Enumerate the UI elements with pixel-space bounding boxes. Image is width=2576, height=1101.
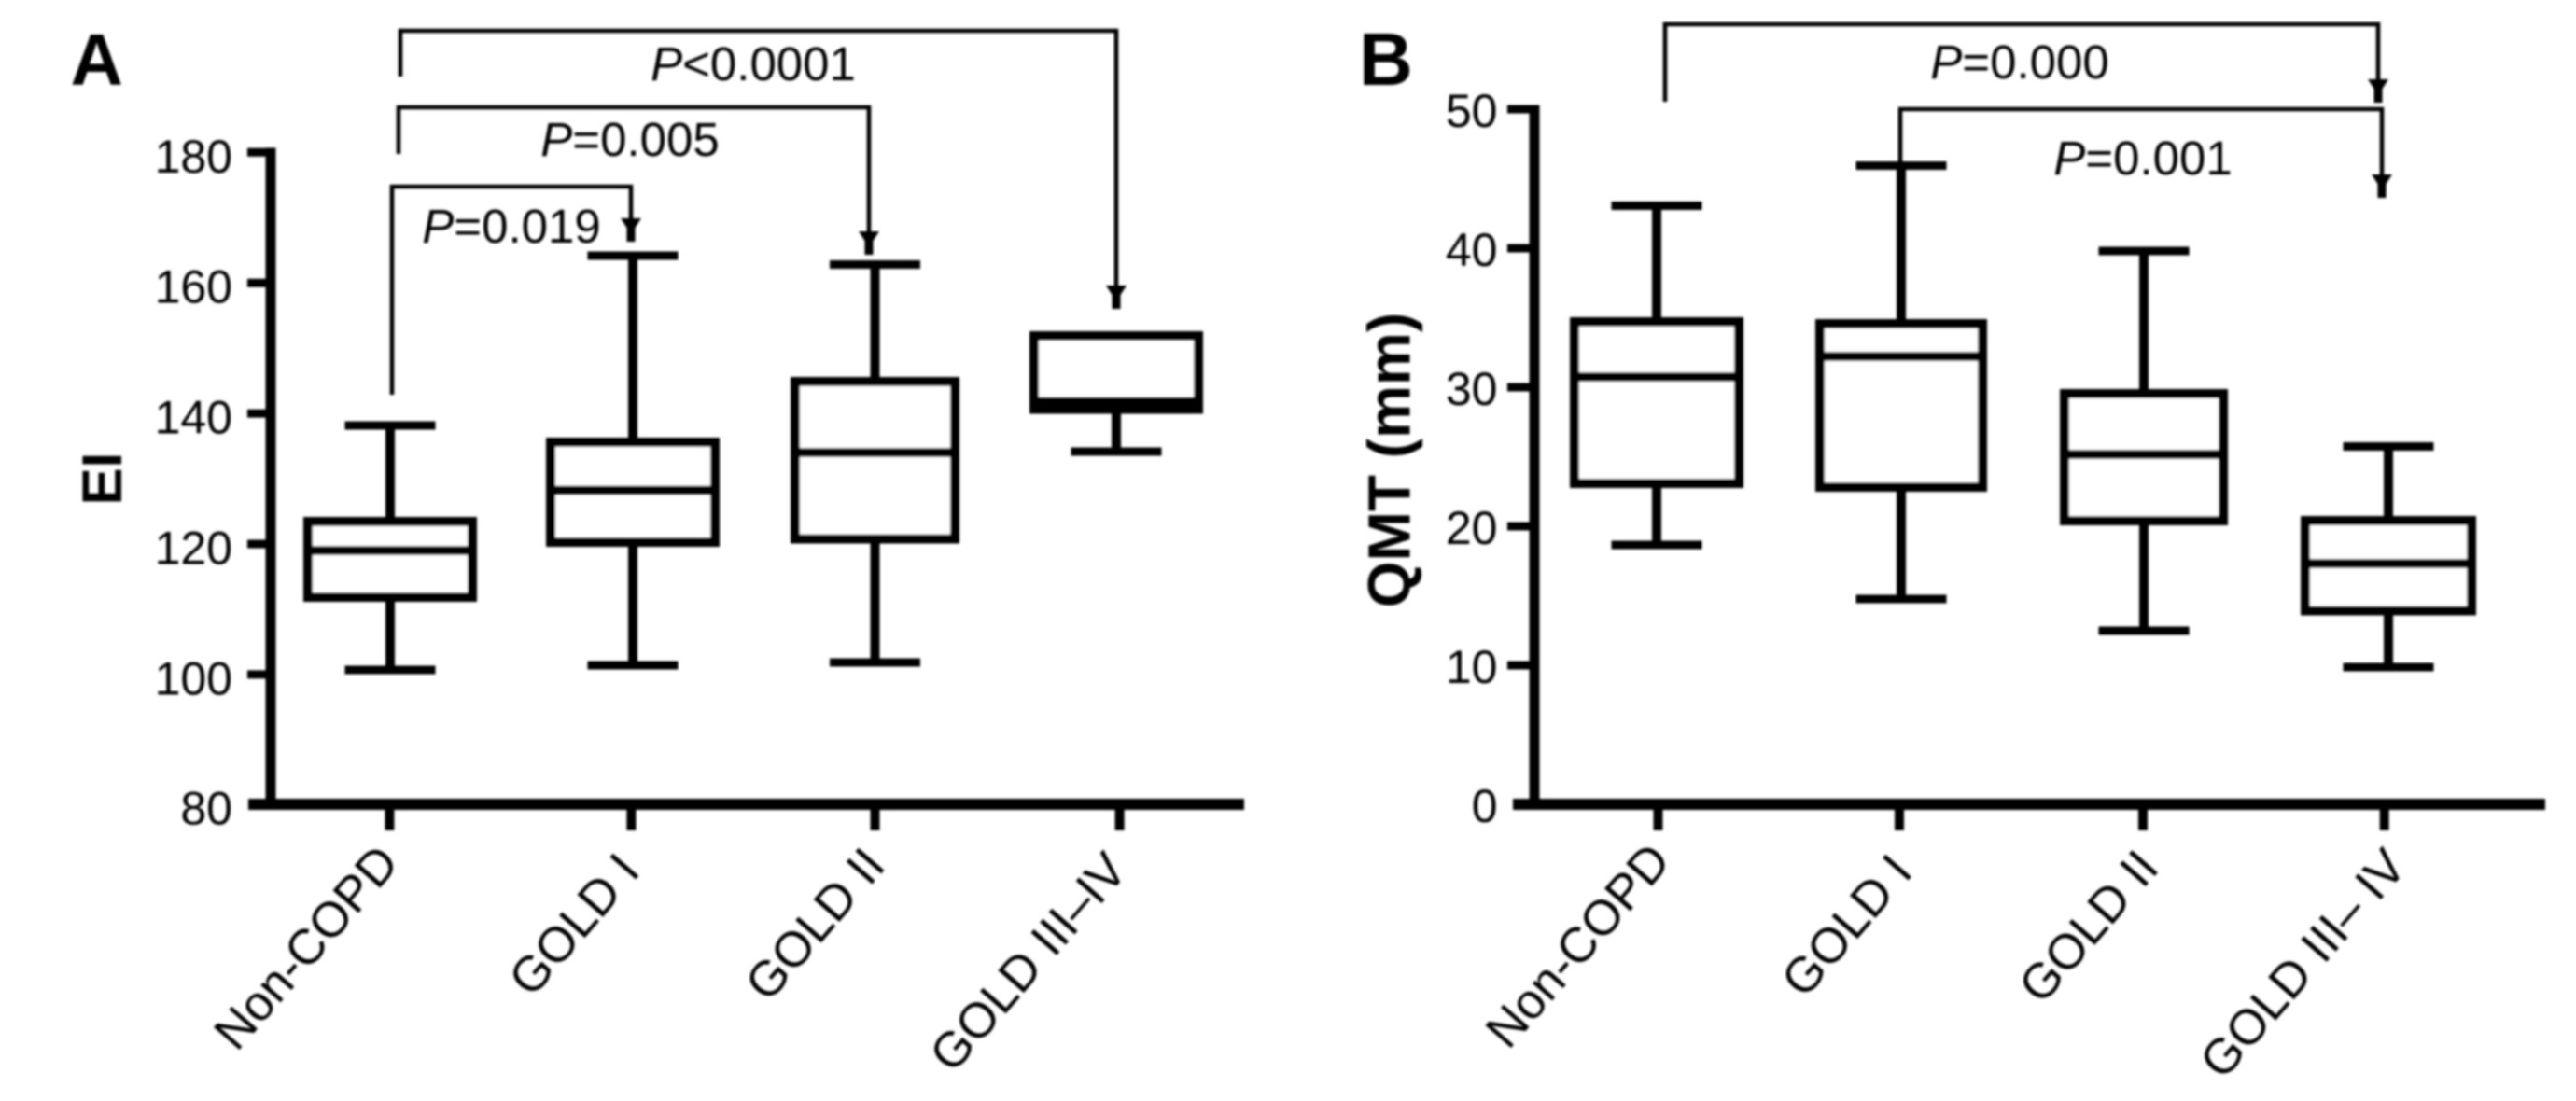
svg-text:10: 10 [1446, 641, 1498, 693]
svg-text:40: 40 [1446, 224, 1498, 276]
svg-text:P=0.001: P=0.001 [2053, 132, 2232, 185]
svg-text:180: 180 [155, 131, 232, 183]
svg-text:50: 50 [1446, 85, 1498, 137]
svg-text:30: 30 [1446, 363, 1498, 415]
svg-text:P=0.000: P=0.000 [1930, 35, 2108, 89]
svg-text:P=0.019: P=0.019 [422, 200, 600, 253]
svg-text:160: 160 [155, 261, 232, 314]
svg-text:P=0.005: P=0.005 [540, 113, 719, 166]
svg-text:B: B [1359, 18, 1413, 101]
svg-text:EI: EI [71, 453, 133, 506]
svg-text:20: 20 [1446, 502, 1498, 554]
svg-text:P<0.0001: P<0.0001 [651, 37, 856, 91]
svg-text:100: 100 [155, 652, 232, 704]
svg-text:80: 80 [180, 783, 232, 835]
svg-text:QMT (mm): QMT (mm) [1356, 313, 1423, 607]
svg-text:120: 120 [155, 523, 232, 575]
svg-text:140: 140 [155, 392, 232, 444]
svg-text:0: 0 [1472, 780, 1498, 832]
svg-text:A: A [71, 19, 123, 101]
